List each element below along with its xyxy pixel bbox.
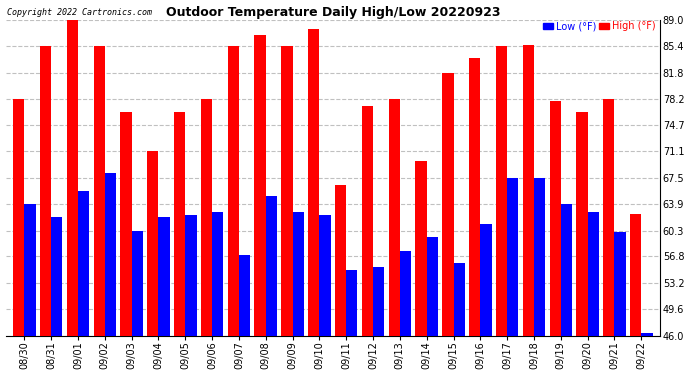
Bar	[266, 196, 277, 336]
Bar	[614, 232, 626, 336]
Bar	[51, 217, 62, 336]
Bar	[480, 224, 491, 336]
Bar	[362, 106, 373, 336]
Bar	[228, 46, 239, 336]
Bar	[496, 46, 507, 336]
Bar	[319, 215, 331, 336]
Bar	[534, 178, 545, 336]
Bar	[201, 99, 212, 336]
Bar	[630, 214, 641, 336]
Bar	[400, 251, 411, 336]
Title: Outdoor Temperature Daily High/Low 20220923: Outdoor Temperature Daily High/Low 20220…	[166, 6, 500, 18]
Bar	[120, 112, 132, 336]
Bar	[147, 152, 159, 336]
Bar	[308, 28, 319, 336]
Bar	[159, 217, 170, 336]
Bar	[346, 270, 357, 336]
Bar	[67, 20, 78, 336]
Bar	[132, 231, 143, 336]
Bar	[549, 101, 561, 336]
Legend: Low (°F), High (°F): Low (°F), High (°F)	[543, 21, 655, 32]
Bar	[335, 185, 346, 336]
Bar	[388, 99, 400, 336]
Bar	[212, 212, 224, 336]
Bar	[40, 46, 51, 336]
Bar	[507, 178, 518, 336]
Bar	[239, 255, 250, 336]
Bar	[588, 212, 599, 336]
Bar	[24, 204, 36, 336]
Bar	[255, 35, 266, 336]
Bar	[186, 215, 197, 336]
Bar	[603, 99, 614, 336]
Bar	[105, 172, 116, 336]
Bar	[78, 191, 89, 336]
Bar	[94, 46, 105, 336]
Bar	[426, 237, 438, 336]
Bar	[576, 112, 588, 336]
Bar	[174, 112, 186, 336]
Bar	[469, 58, 480, 336]
Bar	[442, 73, 453, 336]
Bar	[293, 212, 304, 336]
Bar	[561, 204, 572, 336]
Bar	[641, 333, 653, 336]
Bar	[415, 161, 426, 336]
Bar	[13, 99, 24, 336]
Bar	[523, 45, 534, 336]
Text: Copyright 2022 Cartronics.com: Copyright 2022 Cartronics.com	[7, 8, 152, 16]
Bar	[282, 46, 293, 336]
Bar	[373, 267, 384, 336]
Bar	[453, 263, 465, 336]
